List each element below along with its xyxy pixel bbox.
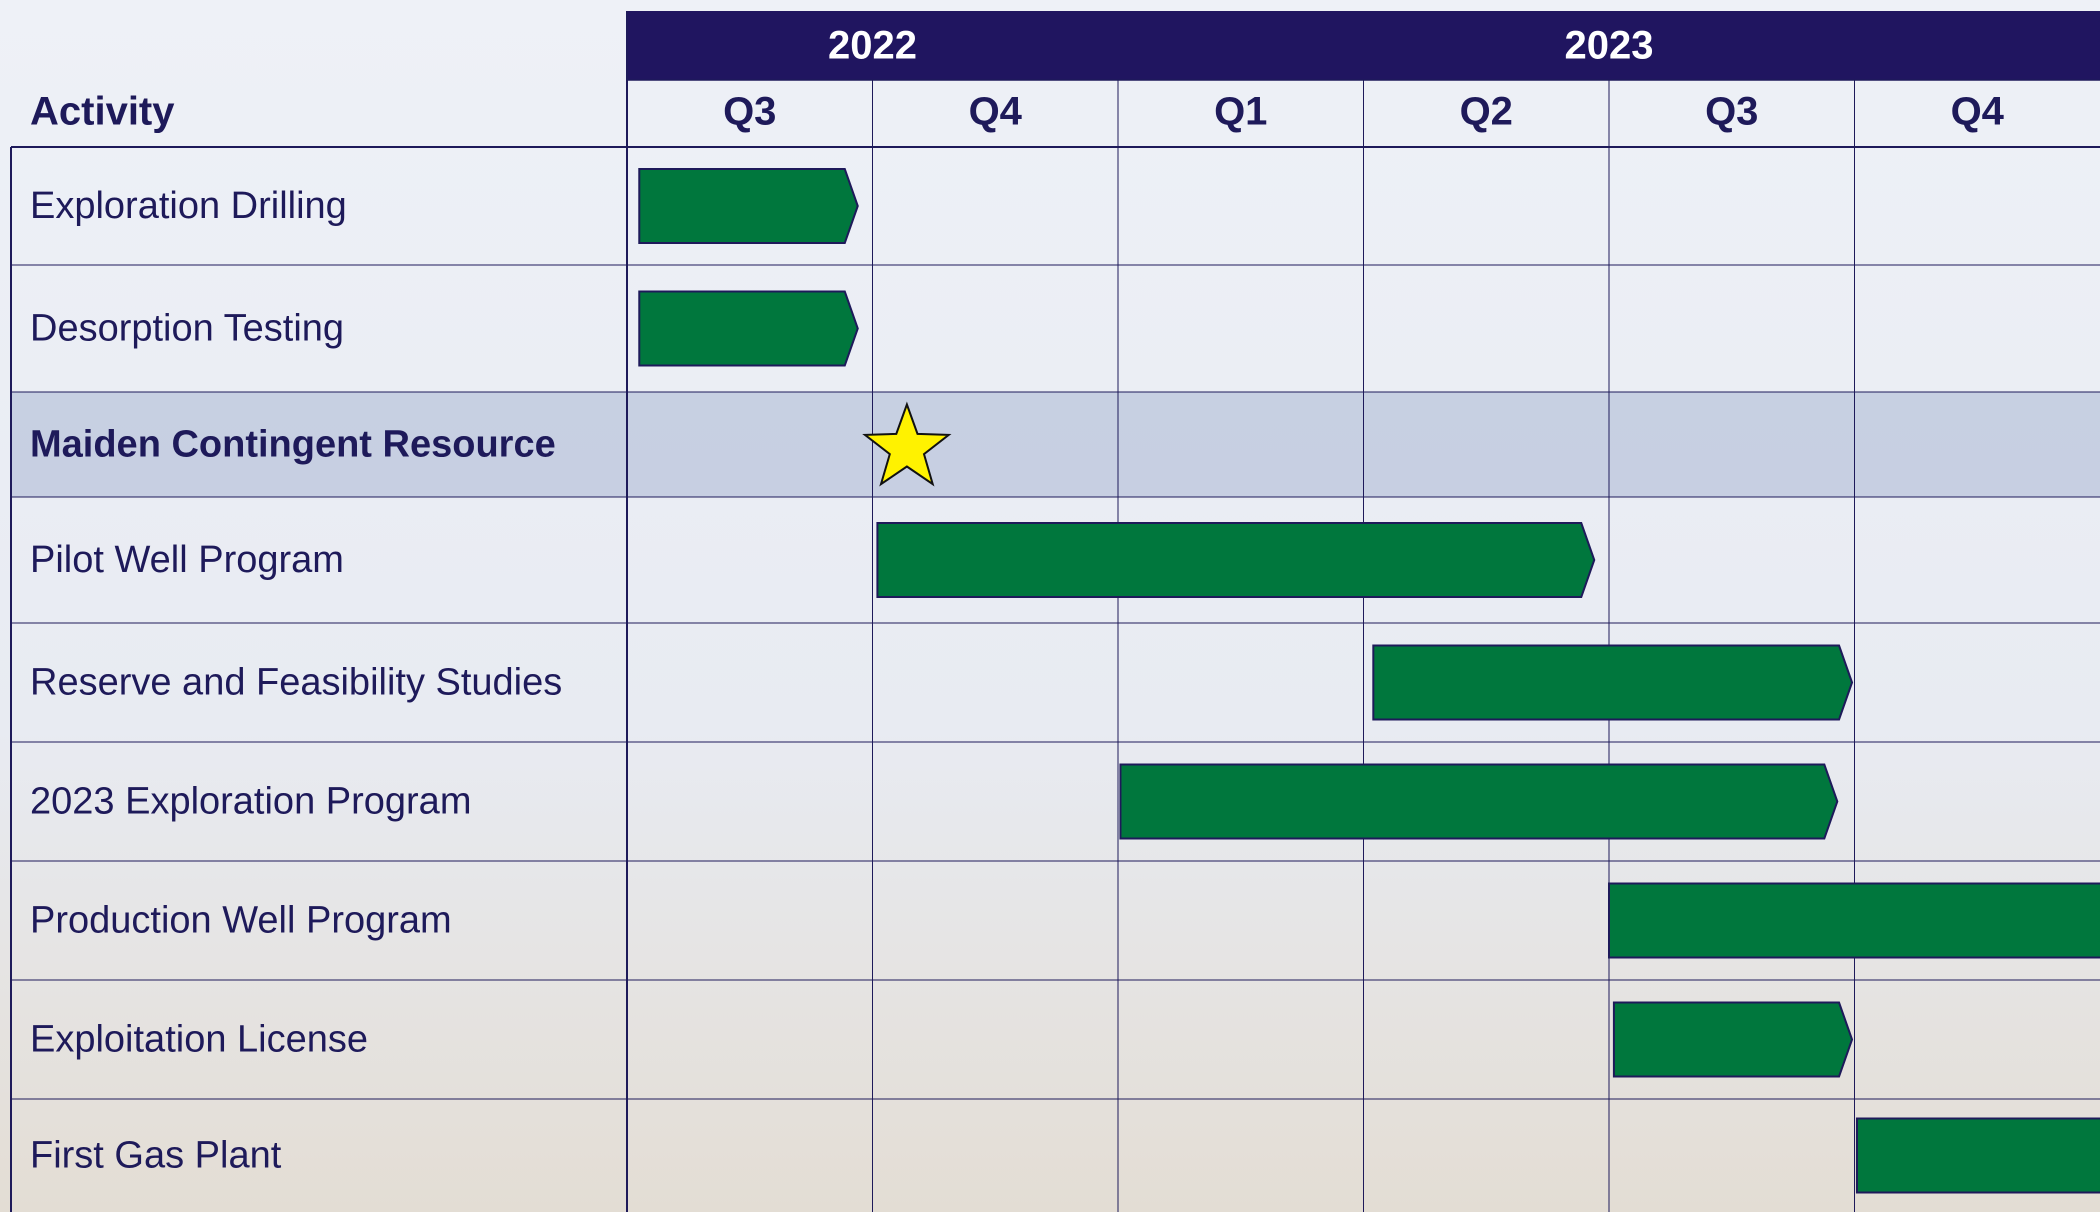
- activity-label: Pilot Well Program: [30, 539, 344, 581]
- task-bar: [1372, 644, 1854, 721]
- quarter-label: Q4: [969, 90, 1023, 134]
- year-label: 2022: [828, 24, 917, 68]
- activity-label: First Gas Plant: [30, 1135, 282, 1177]
- task-bar: [1119, 763, 1839, 840]
- task-bar: [1608, 882, 2100, 959]
- activity-label: Production Well Program: [30, 900, 452, 942]
- task-bar: [1612, 1001, 1854, 1078]
- column-header: Activity: [30, 90, 175, 134]
- activity-label: Reserve and Feasibility Studies: [30, 662, 562, 704]
- year-header-bg: [627, 11, 2100, 80]
- task-bar: [1855, 1117, 2100, 1194]
- task-bar: [638, 168, 859, 244]
- quarter-label: Q4: [1951, 90, 2005, 134]
- milestone-row-bg: [11, 392, 2100, 497]
- activity-label: Desorption Testing: [30, 308, 344, 350]
- activity-label: 2023 Exploration Program: [30, 781, 471, 823]
- task-bar: [638, 290, 859, 367]
- quarter-label: Q3: [723, 90, 776, 134]
- quarter-label: Q2: [1460, 90, 1513, 134]
- quarter-label: Q1: [1214, 90, 1267, 134]
- chart-body: 2022 2023 Q3 Q4 Q1 Q2 Q3 Q4 Exploration Drilling…: [10, 11, 2100, 1212]
- task-bar: [876, 522, 1596, 598]
- activity-label: Maiden Contingent Resource: [30, 424, 556, 466]
- year-label: 2023: [1565, 24, 1654, 68]
- quarter-label: Q3: [1705, 90, 1758, 134]
- milestone-star: [862, 401, 952, 487]
- activity-label: Exploitation License: [30, 1019, 368, 1061]
- activity-label: Exploration Drilling: [30, 185, 347, 227]
